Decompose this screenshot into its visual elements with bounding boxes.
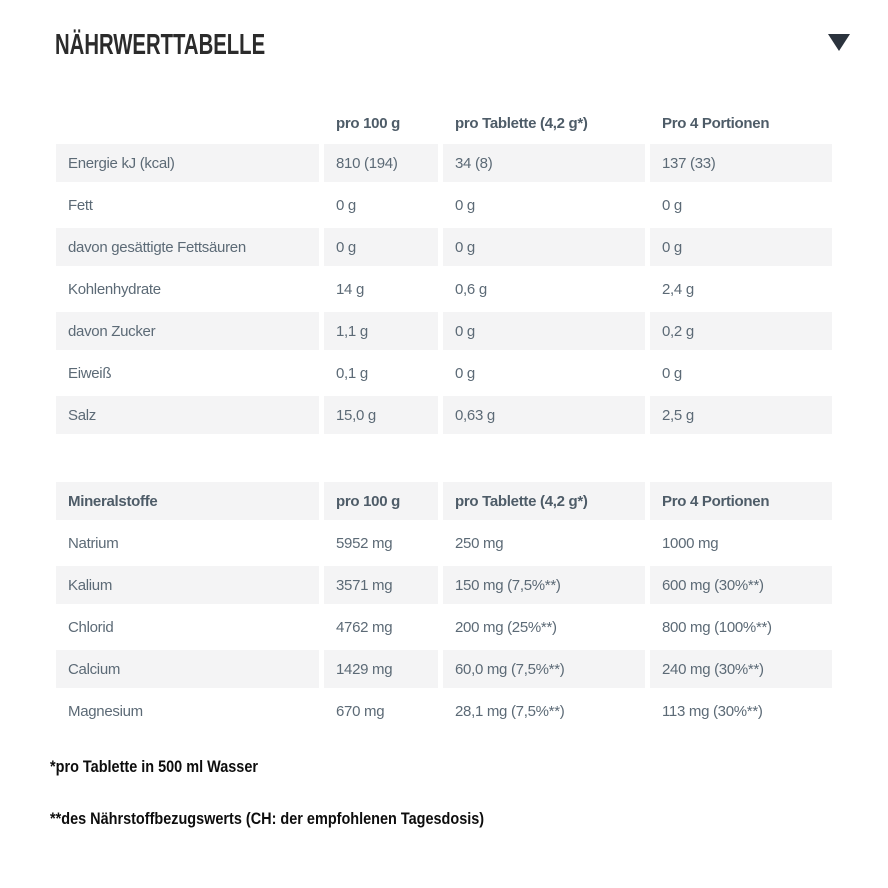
row-label: Energie kJ (kcal) bbox=[56, 144, 319, 182]
value-cell: 0,1 g bbox=[336, 364, 368, 382]
value-cell: 1,1 g bbox=[324, 312, 438, 350]
column-header-per-tablet: pro Tablette (4,2 g*) bbox=[455, 115, 588, 132]
value-cell: 0 g bbox=[336, 196, 356, 214]
value-cell: 2,5 g bbox=[650, 396, 832, 434]
nutrition-table: pro 100 g pro Tablette (4,2 g*) Pro 4 Po… bbox=[56, 103, 832, 734]
row-label: davon Zucker bbox=[56, 312, 319, 350]
value-cell: 600 mg (30%**) bbox=[650, 566, 832, 604]
value-cell: 0 g bbox=[455, 196, 475, 214]
table-header-row: pro 100 g pro Tablette (4,2 g*) Pro 4 Po… bbox=[56, 103, 832, 144]
row-label: Natrium bbox=[68, 534, 119, 552]
column-header-per-4-portions: Pro 4 Portionen bbox=[650, 482, 832, 520]
row-label: Kohlenhydrate bbox=[68, 280, 161, 298]
row-label: davon gesättigte Fettsäuren bbox=[56, 228, 319, 266]
column-header bbox=[56, 103, 319, 144]
column-header-per-100g: pro 100 g bbox=[324, 482, 438, 520]
table-row-eiweiss: Eiweiß 0,1 g 0 g 0 g bbox=[56, 354, 832, 392]
row-label: Magnesium bbox=[68, 702, 143, 720]
value-cell: 0,2 g bbox=[650, 312, 832, 350]
table-row-natrium: Natrium 5952 mg 250 mg 1000 mg bbox=[56, 524, 832, 562]
table-row-magnesium: Magnesium 670 mg 28,1 mg (7,5%**) 113 mg… bbox=[56, 692, 832, 730]
table-row-calcium: Calcium 1429 mg 60,0 mg (7,5%**) 240 mg … bbox=[56, 650, 832, 688]
value-cell: 60,0 mg (7,5%**) bbox=[443, 650, 645, 688]
value-cell: 1000 mg bbox=[662, 534, 719, 552]
row-label: Calcium bbox=[56, 650, 319, 688]
column-header-per-4-portions: Pro 4 Portionen bbox=[662, 115, 770, 132]
value-cell: 1429 mg bbox=[324, 650, 438, 688]
row-label: Chlorid bbox=[68, 618, 114, 636]
row-label: Kalium bbox=[56, 566, 319, 604]
table-row-fett: Fett 0 g 0 g 0 g bbox=[56, 186, 832, 224]
row-label: Eiweiß bbox=[68, 364, 112, 382]
value-cell: 810 (194) bbox=[324, 144, 438, 182]
value-cell: 0 g bbox=[443, 228, 645, 266]
value-cell: 5952 mg bbox=[336, 534, 393, 552]
table-row-chlorid: Chlorid 4762 mg 200 mg (25%**) 800 mg (1… bbox=[56, 608, 832, 646]
table-row-salz: Salz 15,0 g 0,63 g 2,5 g bbox=[56, 396, 832, 434]
value-cell: 0 g bbox=[650, 228, 832, 266]
accordion-header[interactable]: NÄHRWERTTABELLE bbox=[55, 28, 854, 64]
minerals-header-row: Mineralstoffe pro 100 g pro Tablette (4,… bbox=[56, 482, 832, 520]
value-cell: 0,6 g bbox=[455, 280, 487, 298]
table-row-kalium: Kalium 3571 mg 150 mg (7,5%**) 600 mg (3… bbox=[56, 566, 832, 604]
chevron-down-icon[interactable] bbox=[828, 34, 850, 51]
column-header-per-tablet: pro Tablette (4,2 g*) bbox=[443, 482, 645, 520]
value-cell: 0 g bbox=[324, 228, 438, 266]
value-cell: 0 g bbox=[455, 364, 475, 382]
value-cell: 137 (33) bbox=[650, 144, 832, 182]
value-cell: 4762 mg bbox=[336, 618, 393, 636]
value-cell: 670 mg bbox=[336, 702, 385, 720]
value-cell: 3571 mg bbox=[324, 566, 438, 604]
value-cell: 0,63 g bbox=[443, 396, 645, 434]
value-cell: 0 g bbox=[443, 312, 645, 350]
table-row-gesaettigte-fettsaeuren: davon gesättigte Fettsäuren 0 g 0 g 0 g bbox=[56, 228, 832, 266]
value-cell: 14 g bbox=[336, 280, 364, 298]
value-cell: 0 g bbox=[662, 364, 682, 382]
column-header-per-100g: pro 100 g bbox=[336, 115, 400, 132]
table-row-zucker: davon Zucker 1,1 g 0 g 0,2 g bbox=[56, 312, 832, 350]
value-cell: 34 (8) bbox=[443, 144, 645, 182]
row-label: Fett bbox=[68, 196, 93, 214]
footnote-reference-value: **des Nährstoffbezugswerts (CH: der empf… bbox=[50, 807, 561, 831]
row-label: Salz bbox=[56, 396, 319, 434]
value-cell: 200 mg (25%**) bbox=[455, 618, 557, 636]
value-cell: 28,1 mg (7,5%**) bbox=[455, 702, 565, 720]
footnote-tablet-water: *pro Tablette in 500 ml Wasser bbox=[50, 755, 295, 779]
value-cell: 800 mg (100%**) bbox=[662, 618, 772, 636]
section-divider bbox=[56, 438, 832, 482]
value-cell: 240 mg (30%**) bbox=[650, 650, 832, 688]
value-cell: 2,4 g bbox=[662, 280, 694, 298]
page-title: NÄHRWERTTABELLE bbox=[55, 29, 266, 61]
value-cell: 15,0 g bbox=[324, 396, 438, 434]
value-cell: 250 mg bbox=[455, 534, 504, 552]
value-cell: 0 g bbox=[662, 196, 682, 214]
value-cell: 113 mg (30%**) bbox=[662, 702, 763, 720]
footnote-text: *pro Tablette in 500 ml Wasser bbox=[50, 757, 258, 776]
footnote-text: **des Nährstoffbezugswerts (CH: der empf… bbox=[50, 809, 485, 828]
table-row-kohlenhydrate: Kohlenhydrate 14 g 0,6 g 2,4 g bbox=[56, 270, 832, 308]
column-header-mineralstoffe: Mineralstoffe bbox=[56, 482, 319, 520]
table-row-energie: Energie kJ (kcal) 810 (194) 34 (8) 137 (… bbox=[56, 144, 832, 182]
value-cell: 150 mg (7,5%**) bbox=[443, 566, 645, 604]
